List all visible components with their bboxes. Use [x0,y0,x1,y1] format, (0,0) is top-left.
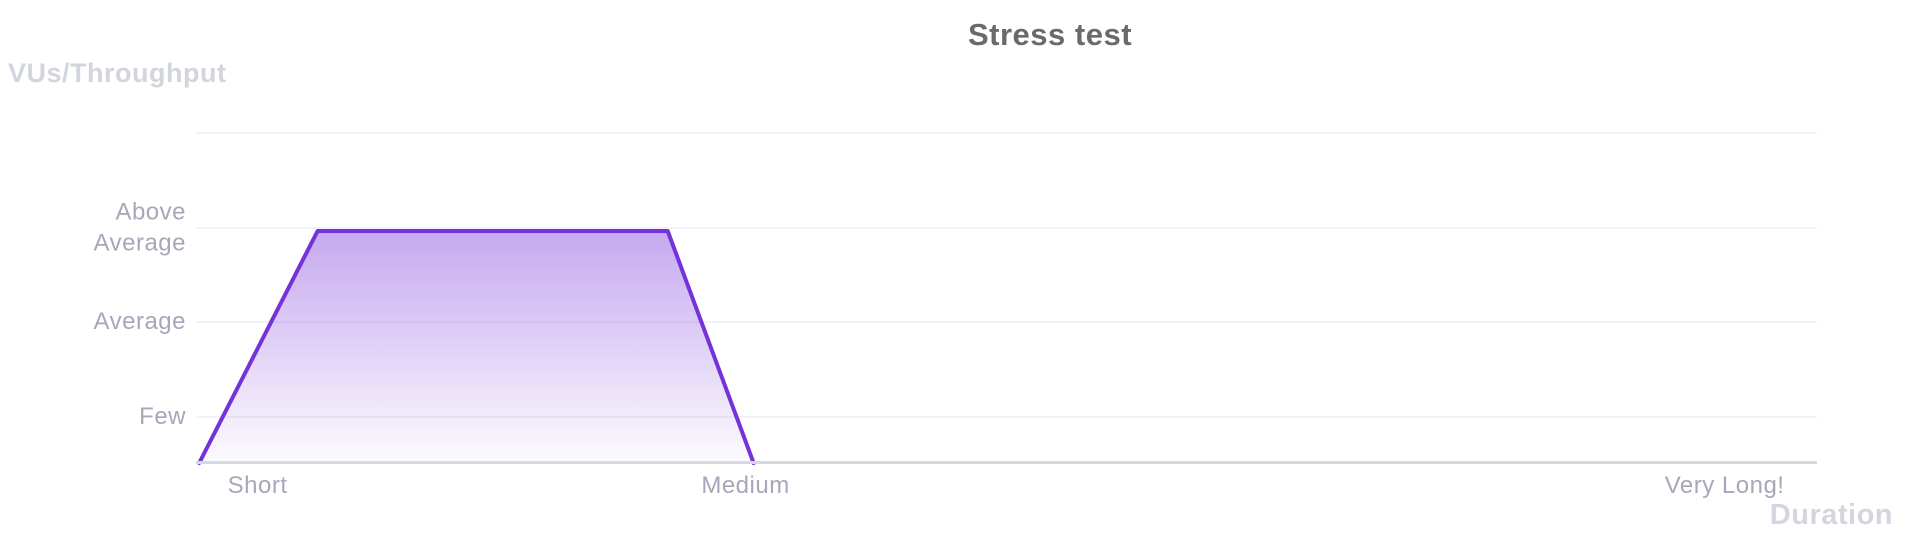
area-outline [197,229,756,465]
x-axis-line [196,461,1817,464]
y-tick-label: Few [139,402,186,430]
y-tick-label: Average [93,307,186,335]
y-axis-title: VUs/Throughput [8,58,227,88]
x-tick-label: Very Long! [1664,472,1785,499]
gridline [196,227,1817,230]
x-tick-label: Medium [701,472,790,499]
area-series [197,229,756,465]
area-fill [199,231,754,463]
plot-area [196,132,1817,465]
y-tick-labels: Few Average Above Average [0,133,186,463]
x-tick-label: Short [227,472,288,499]
y-tick-label: Above Average [93,198,186,257]
x-tick-labels: Short Medium Very Long! [196,463,1817,503]
gridline [196,132,1817,134]
gridline [196,416,1817,419]
x-axis-title: Duration [1769,499,1893,531]
gridline [196,321,1817,324]
chart-title: Stress test [967,17,1133,52]
